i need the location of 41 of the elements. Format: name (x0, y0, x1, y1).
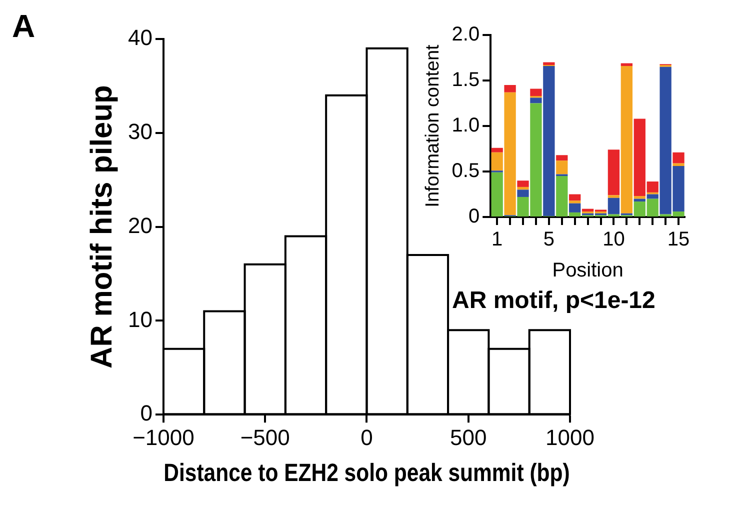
y-tick-label: 1.5 (452, 69, 480, 92)
bar (634, 198, 646, 202)
bar (556, 160, 568, 174)
x-tick-label: 1000 (546, 424, 594, 450)
bar (608, 150, 620, 196)
y-axis-title: AR motif hits pileup (85, 85, 118, 368)
bar (517, 190, 529, 197)
y-axis-title: Information content (422, 44, 444, 208)
bar (504, 85, 516, 92)
bar (569, 203, 581, 212)
x-tick-label: 15 (667, 228, 690, 251)
x-tick-label: −1000 (132, 424, 194, 450)
bar (672, 152, 684, 164)
bar (543, 62, 555, 66)
y-tick-label: 30 (128, 118, 152, 144)
bar (569, 200, 581, 204)
x-axis-title: Position (552, 260, 624, 282)
x-tick-label: 10 (602, 228, 625, 251)
x-tick-label: −500 (240, 424, 290, 450)
y-tick-label: 0 (468, 206, 480, 228)
y-tick-label: 2.0 (452, 24, 480, 46)
bar (530, 88, 542, 96)
bar (672, 163, 684, 166)
y-tick-label: 0.5 (452, 160, 480, 182)
x-tick-label: 5 (543, 228, 554, 251)
x-axis-title: Distance to EZH2 solo peak summit (bp) (164, 458, 570, 486)
y-tick-label: 1.0 (452, 114, 480, 137)
y-tick-label: 20 (128, 212, 152, 238)
bar (556, 155, 568, 161)
bar (569, 194, 581, 201)
x-tick-label: 500 (450, 424, 487, 450)
y-tick-label: 10 (128, 306, 152, 332)
y-tick-label: 40 (128, 25, 152, 50)
y-tick-label: 0 (140, 400, 152, 426)
text: A (12, 8, 36, 45)
bar (620, 63, 633, 66)
annotation: AR motif, p<1e-12 (452, 287, 656, 315)
x-tick-label: 1 (492, 228, 503, 251)
x-tick-label: 0 (360, 424, 373, 450)
bar (491, 148, 503, 152)
bar (517, 180, 529, 187)
